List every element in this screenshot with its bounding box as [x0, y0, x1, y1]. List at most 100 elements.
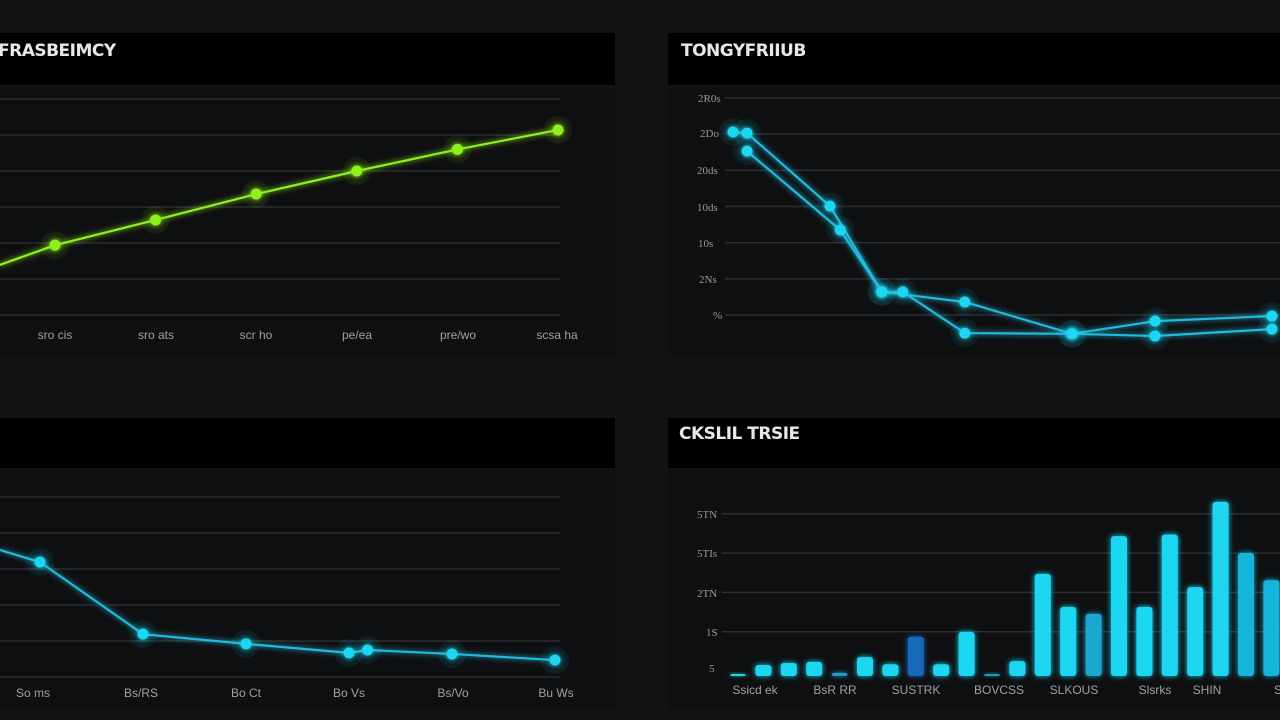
panel-body	[668, 88, 1280, 356]
series-line	[746, 150, 1273, 338]
data-point	[1266, 323, 1278, 335]
data-point	[137, 628, 149, 640]
data-point	[834, 224, 846, 236]
panel-bottom-right: CKSLIL TRSIE 5TN 5TIs 2TN 1S 5 Ssicd ek …	[668, 418, 1280, 710]
x-tick-label: sro cis	[38, 328, 73, 342]
bar	[882, 664, 899, 676]
data-point	[343, 647, 355, 659]
y-axis-labels: 5TN 5TIs 2TN 1S 5	[697, 509, 718, 675]
panel-header	[668, 33, 1280, 85]
panel-top-left: FRASBEIMCY sro cis sro ats scr ho pe/ea …	[0, 33, 615, 356]
panel-bottom-left: So ms Bs/RS Bo Ct Bo Vs Bs/Vo Bu Ws	[0, 418, 615, 710]
bar	[1212, 501, 1229, 676]
y-tick-label: 2R0s	[698, 93, 721, 105]
chart-title: TONGYFRIIUB	[681, 41, 806, 61]
data-point	[34, 556, 46, 568]
data-point	[150, 214, 162, 226]
x-tick-label: BOVCSS	[974, 683, 1024, 697]
x-tick-label: SHIN	[1193, 683, 1222, 697]
bar	[1060, 606, 1077, 676]
data-point	[549, 654, 561, 666]
data-point	[876, 286, 888, 298]
y-tick-label: 2Ns	[699, 274, 717, 286]
y-tick-label: 20ds	[697, 165, 718, 177]
x-tick-label: scsa ha	[536, 328, 578, 342]
data-point	[250, 188, 262, 200]
x-tick-label: BsR RR	[813, 683, 857, 697]
y-axis-labels: 2R0s 2Do 20ds 10ds 10s 2Ns %	[697, 93, 722, 322]
bar	[730, 674, 746, 676]
data-point	[727, 126, 739, 138]
data-point	[1066, 328, 1078, 340]
y-tick-label: 5TN	[697, 509, 717, 521]
data-point	[959, 296, 971, 308]
bar	[755, 664, 772, 676]
x-tick-label: Bu Ws	[538, 686, 573, 700]
panel-body	[0, 470, 615, 710]
data-point	[240, 638, 252, 650]
y-tick-label: 5	[709, 663, 715, 675]
bar	[1187, 587, 1204, 676]
bar	[1111, 536, 1127, 676]
x-tick-label: sro ats	[138, 328, 174, 342]
bar	[857, 657, 873, 676]
y-tick-label: 5TIs	[697, 548, 717, 560]
x-tick-label: SLKOUS	[1050, 683, 1099, 697]
x-tick-label: Bo Vs	[333, 686, 365, 700]
data-point	[351, 165, 363, 177]
bar	[1238, 552, 1254, 676]
bar	[1085, 613, 1102, 676]
data-point	[552, 124, 564, 136]
bar	[1263, 580, 1280, 676]
series-line	[732, 130, 1273, 335]
x-tick-label: Slsrks	[1139, 683, 1172, 697]
chart-title: FRASBEIMCY	[0, 41, 117, 61]
panel-header	[0, 33, 615, 85]
bar	[958, 631, 975, 676]
data-point	[824, 200, 836, 212]
y-tick-label: 10s	[698, 238, 713, 250]
data-point	[362, 644, 374, 656]
bar	[1136, 606, 1153, 676]
panel-top-right: TONGYFRIIUB 2R0s 2Do 20ds 10ds 10s 2Ns %	[668, 33, 1280, 356]
x-tick-label: pe/ea	[342, 328, 372, 342]
panel-body	[0, 88, 615, 356]
x-tick-label: Ssicd ek	[732, 683, 778, 697]
data-point	[451, 143, 463, 155]
x-axis-labels: sro cis sro ats scr ho pe/ea pre/wo scsa…	[38, 328, 578, 342]
data-point	[959, 327, 971, 339]
data-point	[741, 145, 753, 157]
y-tick-label: 2Do	[700, 128, 719, 140]
x-tick-label: Bo Ct	[231, 686, 262, 700]
y-tick-label: %	[713, 310, 722, 322]
bar	[1034, 573, 1051, 676]
bar	[933, 664, 950, 676]
bar	[984, 674, 1000, 676]
data-point	[1149, 330, 1161, 342]
data-point	[897, 286, 909, 298]
x-tick-label: scr ho	[240, 328, 273, 342]
x-tick-label: pre/wo	[440, 328, 476, 342]
x-tick-label: So ms	[16, 686, 50, 700]
bar	[806, 661, 823, 676]
bar	[1009, 661, 1026, 676]
bar	[1161, 534, 1178, 676]
x-tick-label: Bs/Vo	[437, 686, 469, 700]
y-tick-label: 10ds	[697, 202, 718, 214]
series-line	[0, 548, 556, 662]
data-point	[1266, 310, 1278, 322]
data-point	[49, 239, 61, 251]
data-point	[1149, 315, 1161, 327]
panel-header	[0, 418, 615, 468]
y-tick-label: 2TN	[697, 588, 717, 600]
x-axis-labels: So ms Bs/RS Bo Ct Bo Vs Bs/Vo Bu Ws	[16, 686, 574, 700]
x-axis-labels: Ssicd ek BsR RR SUSTRK BOVCSS SLKOUS Sls…	[732, 683, 1280, 697]
data-point	[446, 648, 458, 660]
bar	[831, 672, 848, 676]
chart-title: CKSLIL TRSIE	[679, 424, 800, 444]
x-tick-label: Bs/RS	[124, 686, 158, 700]
y-tick-label: 1S	[706, 627, 718, 639]
x-tick-label: SUSTRK	[892, 683, 941, 697]
data-point	[741, 127, 753, 139]
